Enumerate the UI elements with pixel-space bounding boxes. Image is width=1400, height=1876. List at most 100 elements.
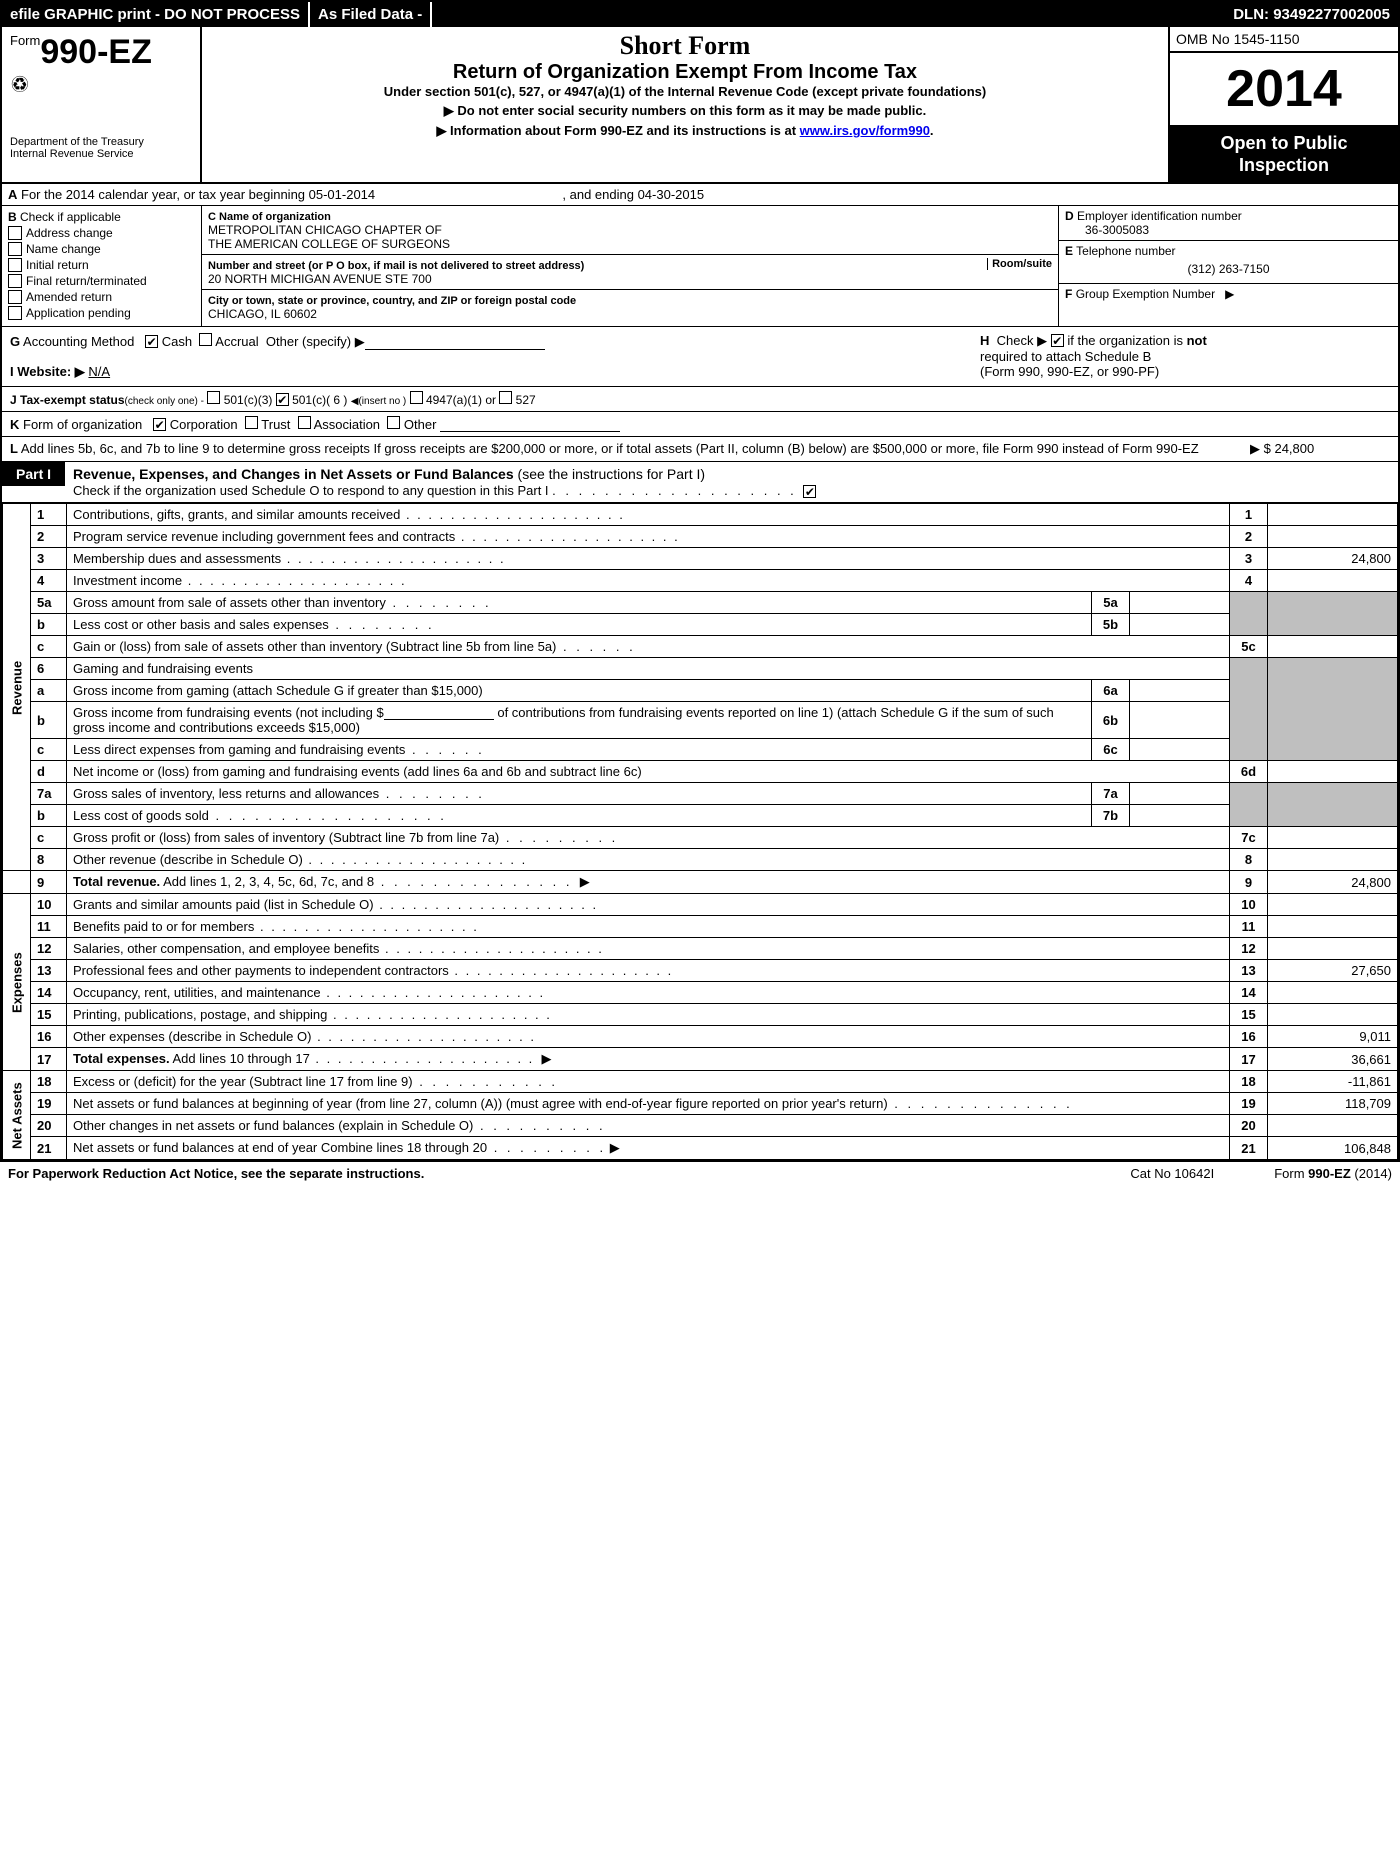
phone-value: (312) 263-7150 xyxy=(1065,258,1392,280)
k-other-input[interactable] xyxy=(440,418,620,432)
checkbox-icon[interactable] xyxy=(8,306,22,320)
c-name-block: C Name of organization METROPOLITAN CHIC… xyxy=(202,206,1058,255)
row-f: F Group Exemption Number ▶ xyxy=(1059,284,1398,304)
line-6b: b Gross income from fundraising events (… xyxy=(3,702,1398,739)
line-18: Net Assets 18 Excess or (deficit) for th… xyxy=(3,1071,1398,1093)
chk-amended-return[interactable]: Amended return xyxy=(8,290,195,304)
subtitle: Under section 501(c), 527, or 4947(a)(1)… xyxy=(208,84,1162,99)
title-short-form: Short Form xyxy=(208,31,1162,61)
header-left: Form990-EZ ♽ Department of the Treasury … xyxy=(2,27,202,182)
info-link[interactable]: www.irs.gov/form990 xyxy=(800,123,930,138)
recycle-icon: ♽ xyxy=(10,72,192,98)
header-right: OMB No 1545-1150 2014 Open to Public Ins… xyxy=(1168,27,1398,182)
chk-other-org[interactable] xyxy=(387,416,400,429)
l-value: $ 24,800 xyxy=(1264,441,1315,456)
part1-title: Revenue, Expenses, and Changes in Net As… xyxy=(65,462,1398,502)
dept-line2: Internal Revenue Service xyxy=(10,148,192,160)
line-2: 2 Program service revenue including gove… xyxy=(3,526,1398,548)
open-line1: Open to Public xyxy=(1174,133,1394,155)
section-revenue: Revenue xyxy=(3,504,31,871)
omb-number: OMB No 1545-1150 xyxy=(1170,27,1398,53)
line-5b: b Less cost or other basis and sales exp… xyxy=(3,614,1398,636)
line-16: 16 Other expenses (describe in Schedule … xyxy=(3,1026,1398,1048)
chk-application-pending[interactable]: Application pending xyxy=(8,306,195,320)
chk-final-return[interactable]: Final return/terminated xyxy=(8,274,195,288)
info-pre: ▶ Information about Form 990-EZ and its … xyxy=(436,123,799,138)
line-5c: c Gain or (loss) from sale of assets oth… xyxy=(3,636,1398,658)
line-l: L Add lines 5b, 6c, and 7b to line 9 to … xyxy=(2,437,1398,462)
dept-line1: Department of the Treasury xyxy=(10,136,192,148)
chk-initial-return[interactable]: Initial return xyxy=(8,258,195,272)
chk-cash[interactable] xyxy=(145,335,158,348)
line-8: 8 Other revenue (describe in Schedule O)… xyxy=(3,849,1398,871)
line-5a: 5a Gross amount from sale of assets othe… xyxy=(3,592,1398,614)
tax-year: 2014 xyxy=(1170,53,1398,127)
row-a-text2: , and ending 04-30-2015 xyxy=(562,187,704,202)
lines-table: Revenue 1 Contributions, gifts, grants, … xyxy=(2,503,1398,1160)
line-14: 14 Occupancy, rent, utilities, and maint… xyxy=(3,982,1398,1004)
footer-center: Cat No 10642I xyxy=(1070,1166,1274,1181)
row-d: D Employer identification number 36-3005… xyxy=(1059,206,1398,241)
dept-treasury: Department of the Treasury Internal Reve… xyxy=(10,136,192,160)
chk-trust[interactable] xyxy=(245,416,258,429)
line-20: 20 Other changes in net assets or fund b… xyxy=(3,1115,1398,1137)
line-1: Revenue 1 Contributions, gifts, grants, … xyxy=(3,504,1398,526)
chk-4947[interactable] xyxy=(410,391,423,404)
6b-amount-input[interactable] xyxy=(384,706,494,720)
org-address: 20 NORTH MICHIGAN AVENUE STE 700 xyxy=(208,272,432,286)
header-center: Short Form Return of Organization Exempt… xyxy=(202,27,1168,182)
arrow-icon: ▶ xyxy=(1225,287,1234,301)
checkbox-icon[interactable] xyxy=(8,258,22,272)
title-return: Return of Organization Exempt From Incom… xyxy=(208,61,1162,84)
warn-ssn: ▶ Do not enter social security numbers o… xyxy=(208,103,1162,119)
chk-501c[interactable] xyxy=(276,393,289,406)
line-6: 6 Gaming and fundraising events xyxy=(3,658,1398,680)
chk-name-change[interactable]: Name change xyxy=(8,242,195,256)
line-15: 15 Printing, publications, postage, and … xyxy=(3,1004,1398,1026)
org-city: CHICAGO, IL 60602 xyxy=(208,307,317,321)
chk-accrual[interactable] xyxy=(199,333,212,346)
chk-corp[interactable] xyxy=(153,418,166,431)
section-expenses: Expenses xyxy=(3,894,31,1071)
topbar-right: DLN: 93492277002005 xyxy=(1225,2,1398,27)
line-j: J Tax-exempt status(check only one) - 50… xyxy=(2,387,1398,412)
line-7a: 7a Gross sales of inventory, less return… xyxy=(3,783,1398,805)
chk-h[interactable] xyxy=(1051,334,1064,347)
chk-527[interactable] xyxy=(499,391,512,404)
line-k: K Form of organization Corporation Trust… xyxy=(2,412,1398,437)
chk-501c3[interactable] xyxy=(207,391,220,404)
line-g: G Accounting Method Cash Accrual Other (… xyxy=(10,333,970,350)
topbar-left: efile GRAPHIC print - DO NOT PROCESS xyxy=(2,2,308,27)
form-number: Form990-EZ xyxy=(10,33,192,72)
line-3: 3 Membership dues and assessments 3 24,8… xyxy=(3,548,1398,570)
col-b: B Check if applicable Address change Nam… xyxy=(2,206,202,326)
chk-assoc[interactable] xyxy=(298,416,311,429)
c-city-block: City or town, state or province, country… xyxy=(202,290,1058,324)
label-a: A xyxy=(8,187,17,202)
part1-tab: Part I xyxy=(2,462,65,486)
line-19: 19 Net assets or fund balances at beginn… xyxy=(3,1093,1398,1115)
line-6c: c Less direct expenses from gaming and f… xyxy=(3,739,1398,761)
line-9: 9 Total revenue. Add lines 1, 2, 3, 4, 5… xyxy=(3,871,1398,894)
section-bcdef: B Check if applicable Address change Nam… xyxy=(2,206,1398,327)
line-6a: a Gross income from gaming (attach Sched… xyxy=(3,680,1398,702)
checkbox-icon[interactable] xyxy=(8,242,22,256)
checkbox-icon[interactable] xyxy=(8,290,22,304)
line-4: 4 Investment income 4 xyxy=(3,570,1398,592)
form-990ez: 990-EZ xyxy=(40,33,152,71)
form-page: efile GRAPHIC print - DO NOT PROCESS As … xyxy=(0,0,1400,1162)
info-post: . xyxy=(930,123,934,138)
info-line: ▶ Information about Form 990-EZ and its … xyxy=(208,123,1162,139)
topbar-mid: As Filed Data - xyxy=(308,2,432,27)
footer-right: Form 990-EZ (2014) xyxy=(1274,1166,1392,1181)
open-public: Open to Public Inspection xyxy=(1170,127,1398,182)
chk-schedule-o[interactable] xyxy=(803,485,816,498)
footer: For Paperwork Reduction Act Notice, see … xyxy=(0,1162,1400,1185)
g-other-input[interactable] xyxy=(365,336,545,350)
topbar: efile GRAPHIC print - DO NOT PROCESS As … xyxy=(2,2,1398,27)
checkbox-icon[interactable] xyxy=(8,226,22,240)
chk-address-change[interactable]: Address change xyxy=(8,226,195,240)
block-h: H Check ▶ if the organization is not req… xyxy=(970,333,1390,380)
org-name-1: METROPOLITAN CHICAGO CHAPTER OF xyxy=(208,223,442,237)
checkbox-icon[interactable] xyxy=(8,274,22,288)
